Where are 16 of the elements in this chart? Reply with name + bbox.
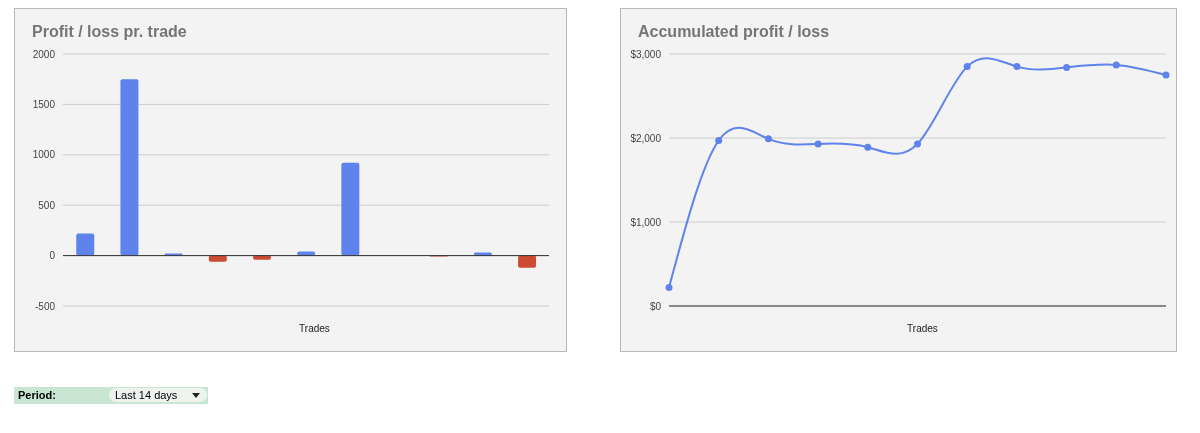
y-tick-label: $0 (649, 300, 662, 312)
x-axis-title: Trades (298, 323, 331, 334)
chart-title: Profit / loss pr. trade (32, 23, 187, 41)
y-tick-label: 0 (49, 250, 56, 262)
y-tick-label: $2,000 (630, 132, 662, 144)
y-tick-label: 1500 (32, 98, 56, 110)
x-axis-title: Trades (906, 323, 939, 334)
y-tick-label: 2000 (32, 48, 56, 60)
chart-title: Accumulated profit / loss (638, 23, 830, 41)
y-tick-label: 1000 (32, 149, 56, 161)
y-tick-label: $1,000 (630, 216, 662, 228)
y-tick-label: $3,000 (630, 48, 662, 60)
y-tick-label: -500 (34, 300, 56, 312)
y-tick-label: 500 (38, 199, 56, 211)
text: Period: (18, 389, 56, 401)
text: Last 14 days (115, 389, 178, 401)
